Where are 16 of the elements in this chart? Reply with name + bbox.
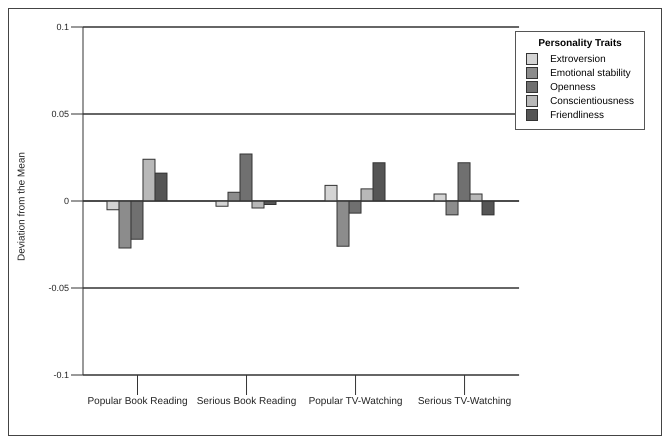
y-axis-title: Deviation from the Mean <box>16 152 28 261</box>
x-tick-label: Serious Book Reading <box>196 396 296 408</box>
x-tick-label: Serious TV-Watching <box>418 396 512 408</box>
y-tick-label: 0.05 <box>51 109 69 120</box>
legend-title: Personality Traits <box>537 38 623 49</box>
legend-label: Emotional stability <box>550 68 631 78</box>
y-tick-label: 0 <box>64 196 69 206</box>
x-tick-label: Popular Book Reading <box>87 396 188 408</box>
legend-label: Extroversion <box>550 54 606 64</box>
y-tick-label: -0.1 <box>53 370 69 380</box>
legend-label: Openness <box>550 82 596 92</box>
legend-label: Friendliness <box>550 110 604 120</box>
y-tick-label: 0.1 <box>56 22 69 32</box>
x-tick-label: Popular TV-Watching <box>308 396 403 408</box>
y-tick-label: -0.05 <box>48 283 69 294</box>
legend-label: Conscientiousness <box>550 96 634 106</box>
